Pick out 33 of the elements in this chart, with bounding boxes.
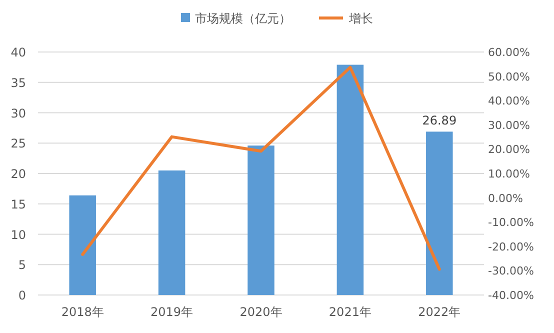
y2-tick-label: -40.00%	[488, 289, 534, 302]
x-tick-label: 2020年	[240, 305, 282, 319]
x-tick-label: 2021年	[328, 305, 372, 319]
y-tick-label: 10	[10, 228, 26, 242]
y-tick-label: 15	[10, 197, 26, 212]
data-label: 26.89	[422, 114, 457, 128]
bar	[69, 195, 96, 295]
y2-tick-label: 0.00%	[488, 192, 523, 205]
y2-tick-label: -30.00%	[488, 264, 534, 278]
x-tick-label: 2019年	[150, 305, 194, 319]
y-tick-label: 5	[18, 258, 26, 272]
y2-tick-label: -10.00%	[488, 216, 534, 230]
x-tick-label: 2022年	[418, 305, 461, 319]
y-tick-label: 0	[18, 288, 26, 302]
y-tick-label: 40	[10, 46, 26, 60]
y2-tick-label: -20.00%	[488, 240, 534, 254]
y2-tick-label: 60.00%	[488, 46, 530, 59]
y2-tick-label: 10.00%	[488, 168, 530, 180]
y-tick-label: 30	[10, 106, 26, 120]
y2-tick-label: 30.00%	[488, 118, 530, 132]
legend-label: 市场规模（亿元）	[195, 12, 291, 26]
y-tick-label: 35	[10, 76, 26, 90]
y2-tick-label: 20.00%	[488, 143, 530, 156]
y-tick-label: 20	[10, 167, 26, 181]
bar	[336, 64, 364, 295]
bar	[248, 146, 274, 295]
bar	[158, 170, 186, 295]
y-tick-label: 25	[10, 136, 26, 151]
x-tick-label: 2018年	[61, 305, 104, 319]
y2-tick-label: 40.00%	[488, 94, 530, 108]
y2-tick-label: 50.00%	[488, 70, 530, 84]
bar	[426, 132, 453, 295]
legend-label: 增长	[348, 12, 373, 26]
